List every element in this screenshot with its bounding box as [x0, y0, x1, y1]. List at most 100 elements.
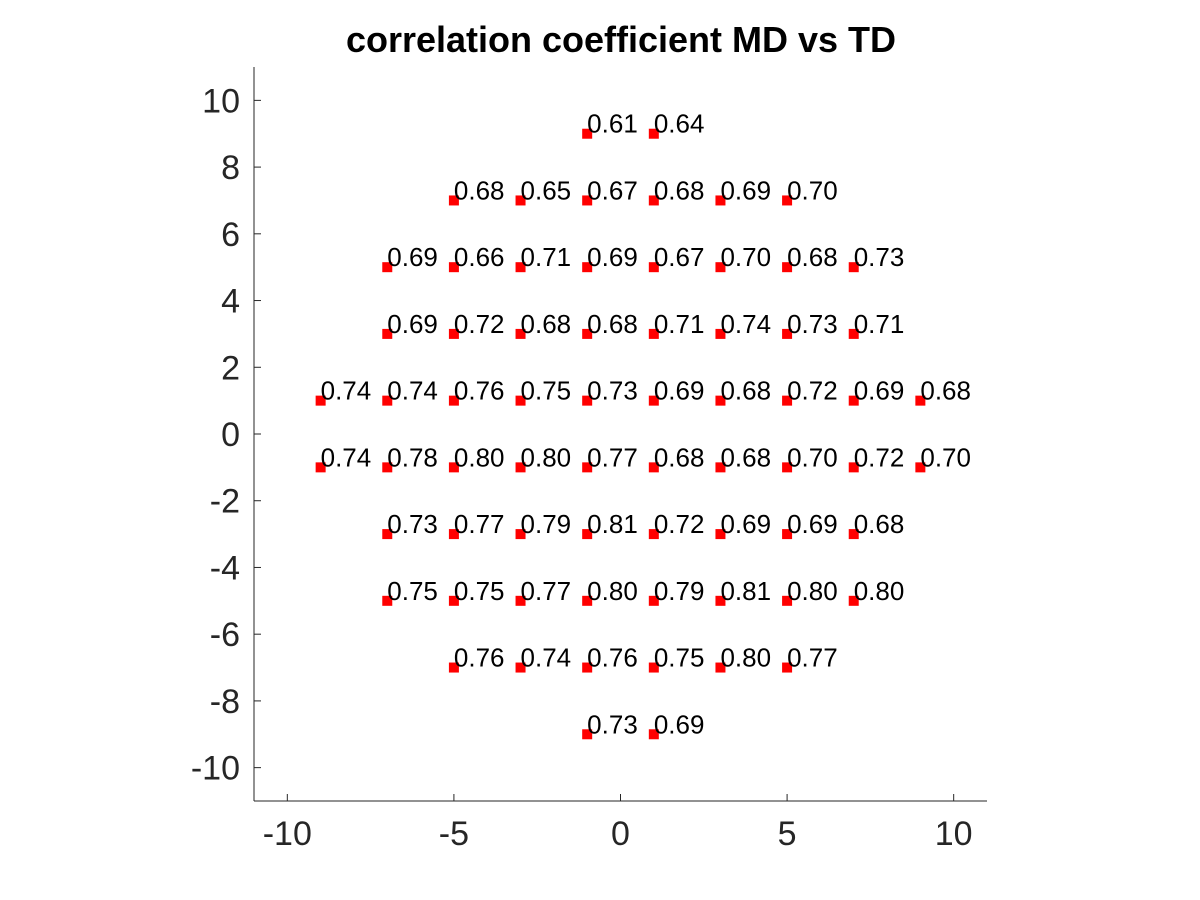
data-point [448, 595, 459, 606]
data-point [382, 529, 393, 540]
data-label: 0.81 [587, 509, 638, 539]
data-point [715, 395, 726, 406]
data-label: 0.76 [454, 643, 505, 673]
data-point [715, 195, 726, 206]
y-tick-label: 0 [221, 416, 240, 454]
data-label: 0.70 [720, 242, 771, 272]
data-label: 0.69 [854, 376, 905, 406]
data-point [848, 595, 859, 606]
data-label: 0.68 [587, 309, 638, 339]
data-label: 0.80 [720, 643, 771, 673]
data-point [782, 595, 793, 606]
data-point [382, 328, 393, 339]
data-label: 0.75 [654, 643, 705, 673]
data-label: 0.74 [321, 442, 372, 472]
data-point [448, 662, 459, 673]
data-point [515, 529, 526, 540]
data-point [782, 662, 793, 673]
data-label: 0.76 [454, 376, 505, 406]
data-label: 0.67 [654, 242, 705, 272]
data-point [582, 395, 593, 406]
data-label: 0.70 [787, 442, 838, 472]
x-tick-label: -10 [263, 815, 312, 853]
data-label: 0.74 [720, 309, 771, 339]
data-point [848, 529, 859, 540]
data-point [382, 262, 393, 273]
data-label: 0.74 [321, 376, 372, 406]
data-label: 0.72 [787, 376, 838, 406]
data-label: 0.71 [854, 309, 905, 339]
data-label: 0.75 [521, 376, 572, 406]
data-point [582, 595, 593, 606]
data-label: 0.68 [654, 442, 705, 472]
data-label: 0.70 [920, 442, 971, 472]
x-tick-label: 0 [611, 815, 630, 853]
data-label: 0.69 [654, 376, 705, 406]
data-label: 0.68 [854, 509, 905, 539]
y-tick-label: -10 [191, 750, 240, 788]
data-label: 0.70 [787, 175, 838, 205]
y-tick-label: 2 [221, 349, 240, 387]
data-label: 0.80 [854, 576, 905, 606]
data-point [515, 262, 526, 273]
data-label: 0.74 [387, 376, 438, 406]
data-label: 0.73 [854, 242, 905, 272]
data-point [782, 529, 793, 540]
data-point [648, 395, 659, 406]
data-label: 0.79 [521, 509, 572, 539]
data-point [515, 462, 526, 473]
data-label: 0.75 [387, 576, 438, 606]
data-label: 0.68 [720, 376, 771, 406]
data-label: 0.80 [787, 576, 838, 606]
data-point [448, 462, 459, 473]
data-point [515, 195, 526, 206]
data-point [448, 328, 459, 339]
data-label: 0.76 [587, 643, 638, 673]
axes: -10 -5 0 5 10 -10 -8 -6 -4 -2 0 2 4 6 8 10 [191, 67, 987, 853]
data-point [848, 328, 859, 339]
data-labels: 0.61 0.64 0.68 0.65 0.67 0.68 0.69 0.70 0.69 0.66… [321, 109, 971, 740]
data-point [515, 595, 526, 606]
y-tick-label: -4 [210, 549, 240, 587]
data-point [582, 195, 593, 206]
data-point [648, 729, 659, 740]
data-point [582, 128, 593, 139]
data-label: 0.79 [654, 576, 705, 606]
data-point [715, 462, 726, 473]
data-point [382, 595, 393, 606]
data-point [582, 328, 593, 339]
data-point [582, 262, 593, 273]
data-point [648, 662, 659, 673]
data-point [582, 529, 593, 540]
data-label: 0.77 [787, 643, 838, 673]
data-point [515, 662, 526, 673]
data-point [915, 395, 926, 406]
data-point [715, 262, 726, 273]
x-tick-label: 10 [935, 815, 973, 853]
data-label: 0.73 [587, 709, 638, 739]
data-label: 0.73 [387, 509, 438, 539]
data-label: 0.69 [720, 175, 771, 205]
data-label: 0.61 [587, 109, 638, 139]
data-label: 0.65 [521, 175, 572, 205]
data-point [448, 529, 459, 540]
data-label: 0.72 [854, 442, 905, 472]
data-point [715, 328, 726, 339]
data-point [715, 595, 726, 606]
y-tick-label: 8 [221, 149, 240, 187]
y-tick-label: 4 [221, 283, 240, 321]
data-point [648, 328, 659, 339]
data-point [715, 529, 726, 540]
data-point [782, 395, 793, 406]
data-point [448, 262, 459, 273]
y-tick-label: -6 [210, 616, 240, 654]
data-label: 0.69 [587, 242, 638, 272]
data-point [448, 395, 459, 406]
data-point [915, 462, 926, 473]
data-label: 0.80 [521, 442, 572, 472]
data-label: 0.68 [654, 175, 705, 205]
data-label: 0.73 [587, 376, 638, 406]
data-point [582, 729, 593, 740]
data-point [315, 462, 326, 473]
data-label: 0.72 [454, 309, 505, 339]
